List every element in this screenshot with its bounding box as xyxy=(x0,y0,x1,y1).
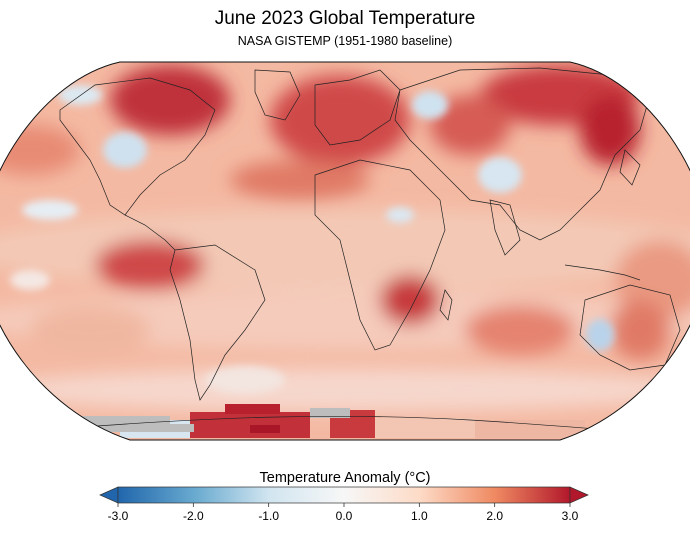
anomaly-field xyxy=(0,65,690,412)
europe-outline xyxy=(314,69,401,146)
colorbar-tick-label: 0.0 xyxy=(335,509,353,523)
india-outline xyxy=(489,199,521,256)
indonesia-outline xyxy=(564,264,641,281)
africa-outline xyxy=(314,159,446,351)
madagascar-outline xyxy=(439,289,453,321)
colorbar-tick-label: 2.0 xyxy=(486,509,503,523)
south-america-outline xyxy=(169,244,266,401)
colorbar-tick-label: -3.0 xyxy=(107,509,129,523)
colorbar-tick-label: 3.0 xyxy=(561,509,579,523)
colorbar-extend-high xyxy=(569,486,589,504)
map-title: June 2023 Global Temperature xyxy=(214,8,476,29)
colorbar-tick-label: -2.0 xyxy=(182,509,204,523)
greenland-outline xyxy=(254,69,301,121)
cool-anomaly-patches xyxy=(10,85,614,394)
colorbar-tick-marks xyxy=(117,503,571,507)
map-subtitle: NASA GISTEMP (1951-1980 baseline) xyxy=(237,34,453,48)
colorbar-tick-label: -1.0 xyxy=(258,509,279,523)
colorbar-tick-label: 1.0 xyxy=(410,509,428,523)
antarctic-band xyxy=(74,404,585,438)
antarctica-outline xyxy=(69,415,651,433)
colorbar-gradient xyxy=(117,486,571,504)
japan-outline xyxy=(619,149,641,186)
colorbar-title: Temperature Anomaly (°C) xyxy=(259,470,431,486)
central-america-outline xyxy=(124,214,176,251)
north-america-outline xyxy=(59,77,216,216)
colorbar-extend-low xyxy=(99,486,119,504)
globe-border xyxy=(0,61,690,441)
